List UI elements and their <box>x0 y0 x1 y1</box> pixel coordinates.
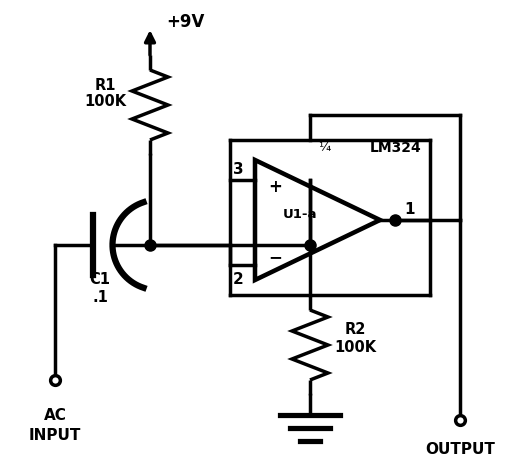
Text: R2: R2 <box>345 322 366 337</box>
Text: R1: R1 <box>94 78 116 93</box>
Text: +9V: +9V <box>166 13 204 31</box>
Text: +: + <box>268 178 282 196</box>
Text: LM324: LM324 <box>370 141 422 155</box>
Text: 100K: 100K <box>334 339 376 354</box>
Text: INPUT: INPUT <box>29 428 81 442</box>
Text: 3: 3 <box>233 163 243 178</box>
Text: 100K: 100K <box>84 94 126 110</box>
Text: .1: .1 <box>92 290 108 306</box>
Text: C1: C1 <box>89 273 111 288</box>
Text: OUTPUT: OUTPUT <box>425 442 495 457</box>
Text: ¼: ¼ <box>318 141 330 155</box>
Text: AC: AC <box>43 407 66 423</box>
Text: −: − <box>268 250 282 266</box>
Text: U1-a: U1-a <box>283 209 317 221</box>
Text: 2: 2 <box>233 273 243 288</box>
Text: 1: 1 <box>405 203 415 218</box>
